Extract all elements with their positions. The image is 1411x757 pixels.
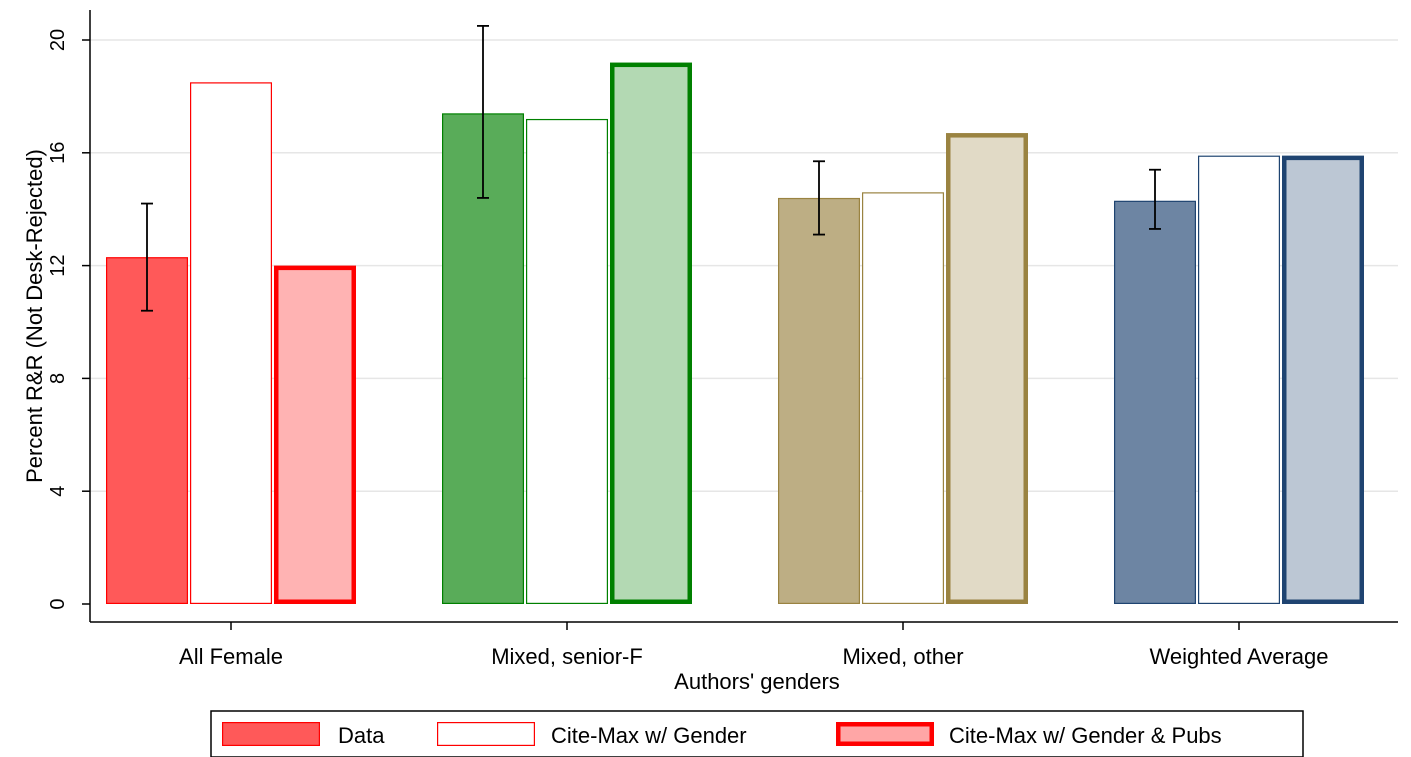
x-axis-category-labels: All Female Mixed, senior-F Mixed, other Wei… xyxy=(179,622,1329,669)
bar-3-4 xyxy=(1282,155,1364,604)
axes xyxy=(89,10,1398,623)
legend-swatch-3 xyxy=(836,722,934,746)
legend-swatch-1 xyxy=(222,721,321,746)
bar-2-1 xyxy=(190,82,273,605)
x-tick-label: Mixed, other xyxy=(842,644,963,669)
x-tick-label: Mixed, senior-F xyxy=(491,644,643,669)
bar-1-3 xyxy=(777,197,860,605)
bar-1-2 xyxy=(442,113,525,605)
bar-2-3 xyxy=(861,192,944,604)
bar-3-3 xyxy=(946,133,1028,604)
bar-1-1 xyxy=(105,257,189,604)
bar-2-2 xyxy=(525,118,608,604)
bar-3-1 xyxy=(274,265,356,604)
legend-label-1: Data xyxy=(338,723,385,748)
bars xyxy=(105,62,1364,605)
y-tick-label: 16 xyxy=(47,142,69,164)
error-bars xyxy=(141,24,1161,312)
y-tick-label: 12 xyxy=(47,254,69,276)
bar-3-2 xyxy=(610,62,692,604)
y-axis-ticks: 0 4 8 12 16 20 xyxy=(47,29,90,610)
y-tick-label: 8 xyxy=(47,373,69,384)
legend-label-2: Cite-Max w/ Gender xyxy=(551,723,747,748)
bar-1-4 xyxy=(1113,200,1196,604)
x-axis-title: Authors' genders xyxy=(674,669,840,694)
y-axis-title: Percent R&R (Not Desk-Rejected) xyxy=(22,149,47,483)
legend-box xyxy=(210,710,1304,757)
legend-swatch-2 xyxy=(437,721,536,746)
bar-2-4 xyxy=(1197,155,1280,604)
x-tick-label: All Female xyxy=(179,644,283,669)
y-tick-label: 4 xyxy=(47,486,69,497)
legend: Data Cite-Max w/ Gender Cite-Max w/ Gender… xyxy=(210,710,1304,757)
x-tick-label: Weighted Average xyxy=(1150,644,1329,669)
y-tick-label: 0 xyxy=(47,598,69,609)
y-tick-label: 20 xyxy=(47,29,69,51)
legend-label-3: Cite-Max w/ Gender & Pubs xyxy=(949,723,1222,748)
